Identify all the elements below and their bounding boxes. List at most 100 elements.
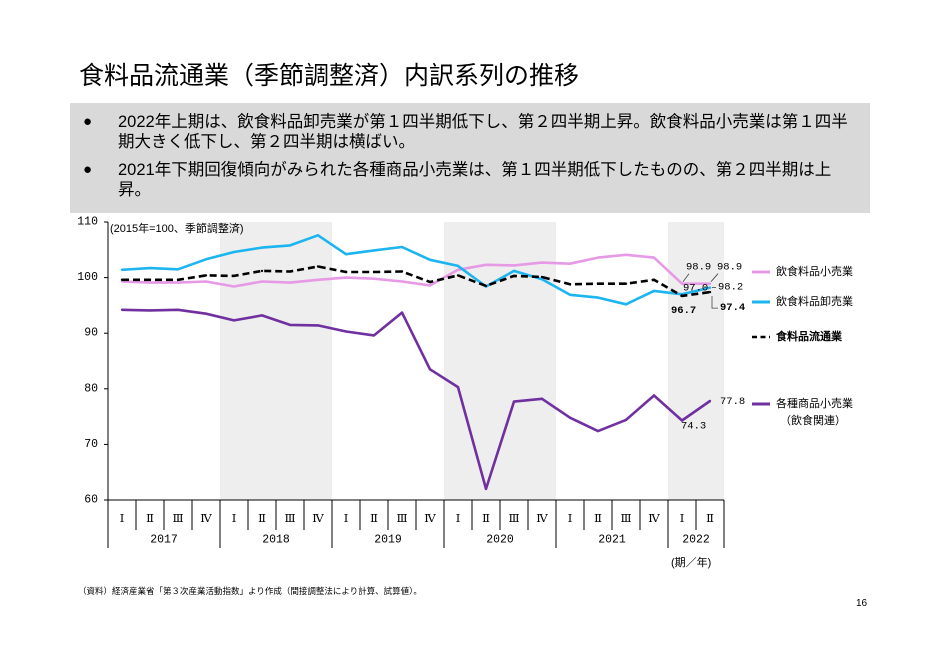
data-point-food-retail	[148, 281, 152, 284]
series-food-distribution	[120, 265, 712, 298]
data-point-food-retail	[372, 277, 376, 280]
summary-box: ● 2022年上期は、飲食料品卸売業が第１四半期低下し、第２四半期上昇。飲食料品…	[70, 103, 870, 213]
data-point-general-merchandise-retail	[680, 419, 684, 422]
y-tick-label: 110	[77, 216, 98, 229]
data-point-general-merchandise-retail	[204, 312, 208, 315]
data-point-food-retail	[484, 263, 488, 266]
data-point-food-distribution	[596, 282, 600, 285]
data-point-food-retail	[316, 278, 320, 281]
x-quarter-label: Ⅲ	[620, 511, 631, 525]
data-point-food-wholesale	[512, 269, 516, 273]
legend-item-food-distribution: 食料品流通業	[752, 329, 843, 343]
source-footnote: （資料）経済産業省「第３次産業活動指数」より作成（間接調整法により計算、試算値）…	[78, 586, 422, 596]
data-point-food-wholesale	[232, 250, 236, 254]
data-label-food-distribution: 96.7	[671, 305, 696, 317]
legend-label: 飲食料品小売業	[776, 264, 853, 278]
data-point-general-merchandise-retail	[596, 429, 600, 433]
data-point-food-wholesale	[288, 244, 292, 247]
data-point-food-distribution	[400, 270, 404, 273]
data-point-food-distribution	[260, 269, 264, 273]
data-point-general-merchandise-retail	[148, 309, 152, 312]
data-point-food-retail	[176, 281, 180, 284]
bullet-item: ● 2021年下期回復傾向がみられた各種商品小売業は、第１四半期低下したものの、…	[70, 160, 870, 200]
data-point-food-distribution	[176, 278, 180, 281]
y-tick-label: 80	[84, 382, 98, 395]
data-point-food-retail	[400, 280, 404, 283]
data-point-general-merchandise-retail	[400, 311, 404, 314]
x-quarter-label: Ⅳ	[424, 511, 436, 525]
legend-item-general-merchandise-retail: 各種商品小売業 （飲食関連）	[752, 396, 853, 427]
x-quarter-label: Ⅲ	[508, 511, 519, 525]
y-tick-label: 60	[84, 494, 98, 507]
y-tick-label: 70	[84, 438, 98, 451]
data-point-general-merchandise-retail	[568, 416, 572, 419]
x-quarter-label: Ⅰ	[456, 511, 461, 525]
data-point-food-wholesale	[456, 264, 460, 268]
data-point-food-distribution	[680, 294, 684, 298]
data-label-food-wholesale: 98.2	[718, 282, 743, 294]
data-point-food-wholesale	[652, 289, 656, 293]
data-point-food-distribution	[428, 280, 432, 284]
x-quarter-label: Ⅰ	[568, 511, 573, 525]
data-point-food-distribution	[232, 274, 236, 278]
x-quarter-label: Ⅲ	[172, 511, 183, 525]
x-quarter-label: Ⅲ	[396, 511, 407, 525]
x-quarter-label: Ⅱ	[482, 511, 490, 525]
legend-label: 各種商品小売業	[776, 396, 853, 410]
legend-item-food-retail: 飲食料品小売業	[752, 264, 853, 278]
data-point-food-wholesale	[176, 268, 180, 271]
x-quarter-label: Ⅳ	[648, 511, 660, 525]
data-point-general-merchandise-retail	[456, 385, 460, 389]
data-point-food-distribution	[652, 278, 656, 281]
data-point-general-merchandise-retail	[428, 368, 432, 371]
data-labels: 98.9 98.9 97.0 98.2 96.7 97.4 74.3 77.8	[671, 262, 745, 433]
data-point-food-distribution	[148, 278, 152, 281]
data-point-general-merchandise-retail	[288, 323, 292, 327]
data-point-food-distribution	[372, 270, 376, 274]
data-point-food-distribution	[288, 270, 292, 273]
data-point-general-merchandise-retail	[316, 324, 320, 327]
shaded-year-bands	[220, 222, 724, 500]
x-year-label: 2020	[486, 534, 514, 547]
bullet-marker: ●	[83, 113, 93, 130]
series-line-food-wholesale	[121, 234, 711, 306]
y-unit-note: (2015年=100、季節調整済)	[110, 221, 244, 235]
page-number: 16	[856, 598, 868, 609]
series-food-wholesale	[120, 234, 712, 306]
data-point-food-wholesale	[400, 245, 404, 249]
x-axis-unit-label: (期／年)	[671, 555, 711, 569]
data-point-food-wholesale	[568, 293, 572, 296]
x-quarter-label: Ⅰ	[680, 511, 685, 525]
data-label-general-merchandise-retail: 74.3	[681, 421, 706, 433]
data-point-general-merchandise-retail	[624, 418, 628, 422]
x-quarter-label: Ⅱ	[146, 511, 154, 525]
y-tick-label: 90	[84, 327, 98, 340]
series-lines	[120, 234, 712, 491]
data-point-food-distribution	[344, 270, 348, 274]
data-point-food-distribution	[120, 278, 124, 281]
data-point-general-merchandise-retail	[484, 487, 488, 491]
data-point-general-merchandise-retail	[512, 400, 516, 403]
slide-title: 食料品流通業（季節調整済）内訳系列の推移	[79, 62, 580, 90]
data-label-food-distribution: 97.4	[720, 302, 745, 314]
data-point-food-wholesale	[120, 268, 124, 271]
x-quarter-label: Ⅳ	[200, 511, 212, 525]
data-point-general-merchandise-retail	[708, 399, 712, 403]
data-point-food-wholesale	[540, 278, 544, 281]
data-point-general-merchandise-retail	[232, 319, 236, 322]
data-point-food-wholesale	[428, 258, 432, 261]
x-year-label: 2017	[150, 534, 178, 547]
data-point-food-distribution	[512, 274, 516, 278]
x-quarter-label: Ⅳ	[312, 511, 324, 525]
x-year-label: 2019	[374, 534, 402, 547]
x-quarter-label: Ⅰ	[232, 511, 237, 525]
x-quarter-label: Ⅰ	[344, 511, 349, 525]
axes: 60 70 80 90 100 110 Ⅰ Ⅱ Ⅲ Ⅳ Ⅰ Ⅱ Ⅲ Ⅳ Ⅰ Ⅱ Ⅲ Ⅳ Ⅰ Ⅱ Ⅲ Ⅳ Ⅰ Ⅱ Ⅲ Ⅳ Ⅰ Ⅱ 2017…	[77, 216, 725, 569]
y-tick-label: 100	[77, 271, 98, 284]
bullet-text: 2021年下期回復傾向がみられた各種商品小売業は、第１四半期低下したものの、第２…	[118, 161, 832, 199]
line-chart: 60 70 80 90 100 110 Ⅰ Ⅱ Ⅲ Ⅳ Ⅰ Ⅱ Ⅲ Ⅳ Ⅰ Ⅱ Ⅲ Ⅳ Ⅰ Ⅱ Ⅲ Ⅳ Ⅰ Ⅱ Ⅲ Ⅳ Ⅰ Ⅱ 2017…	[77, 216, 853, 570]
data-point-food-distribution	[204, 274, 208, 277]
data-point-general-merchandise-retail	[652, 394, 656, 397]
data-point-food-wholesale	[260, 246, 264, 249]
